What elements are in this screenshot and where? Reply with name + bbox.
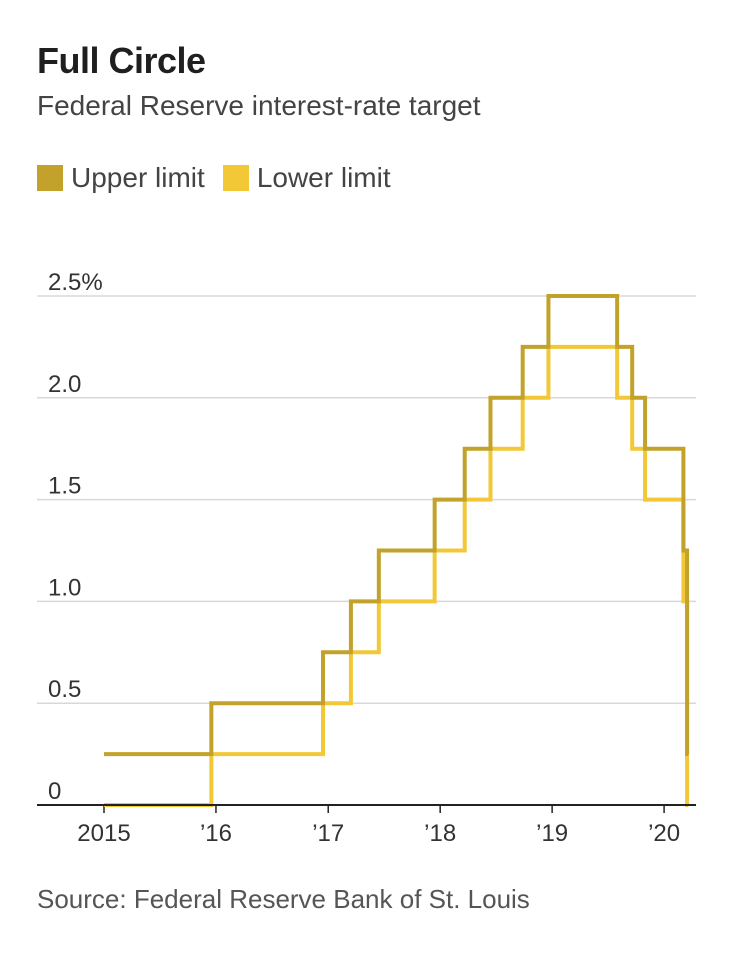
y-tick-label: 0.5 bbox=[48, 676, 81, 703]
legend-item-upper: Upper limit bbox=[37, 162, 205, 194]
x-tick-label: ’18 bbox=[424, 820, 456, 847]
series-line-lower-limit bbox=[104, 344, 690, 807]
x-tick-label: 2015 bbox=[77, 820, 130, 847]
x-tick-label: ’20 bbox=[648, 820, 680, 847]
grid bbox=[37, 295, 696, 704]
y-axis-ticks: 0 0.5 1.0 1.5 2.0 2.5% bbox=[48, 269, 103, 805]
x-tick-label: ’16 bbox=[200, 820, 232, 847]
x-tick-label: ’17 bbox=[312, 820, 344, 847]
series bbox=[104, 294, 690, 807]
chart-plot-area: 0 0.5 1.0 1.5 2.0 2.5% 2015 ’16 ’17 ’18 ’19 ’20 bbox=[37, 269, 696, 847]
y-tick-label: 2.0 bbox=[48, 371, 81, 398]
legend-swatch-lower bbox=[222, 165, 249, 191]
y-tick-label: 1.0 bbox=[48, 574, 81, 601]
x-tick-label: ’19 bbox=[536, 820, 568, 847]
y-tick-label: 1.5 bbox=[48, 473, 81, 500]
x-axis-ticks: 2015 ’16 ’17 ’18 ’19 ’20 bbox=[77, 805, 680, 847]
legend-label-upper: Upper limit bbox=[71, 162, 205, 193]
legend: Upper limit Lower limit bbox=[37, 162, 409, 194]
source-note: Source: Federal Reserve Bank of St. Loui… bbox=[37, 884, 530, 914]
legend-swatch-upper bbox=[37, 165, 63, 191]
legend-label-lower: Lower limit bbox=[256, 162, 391, 193]
y-tick-label: 2.5% bbox=[48, 269, 103, 296]
y-tick-label: 0 bbox=[48, 778, 61, 805]
chart-title: Full Circle bbox=[37, 40, 206, 81]
legend-item-lower: Lower limit bbox=[222, 162, 391, 194]
series-line-upper-limit bbox=[104, 294, 690, 757]
chart-subtitle: Federal Reserve interest-rate target bbox=[37, 90, 481, 121]
